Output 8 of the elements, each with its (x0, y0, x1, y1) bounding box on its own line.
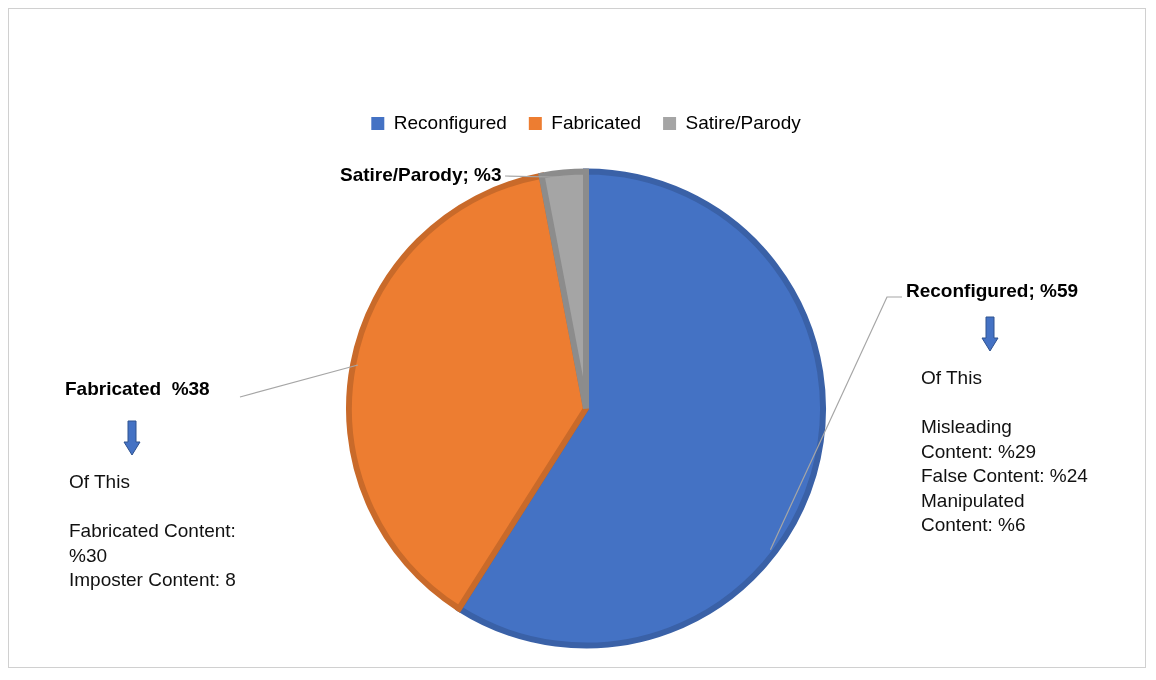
data-label: Satire/Parody; %3 (340, 164, 502, 186)
legend-label: Satire/Parody (685, 111, 802, 133)
text: Of This Misleading Content: %29 False Content: %24 Manipulated Content: %6 (921, 367, 1088, 535)
legend-label: Reconfigured (393, 111, 507, 133)
legend-label: Fabricated (551, 111, 642, 133)
data-label: Reconfigured; %59 (906, 280, 1079, 302)
text: Of This Fabricated Content: %30 Imposter Content: 8 (69, 471, 236, 590)
data-label: Fabricated %38 (65, 378, 210, 400)
